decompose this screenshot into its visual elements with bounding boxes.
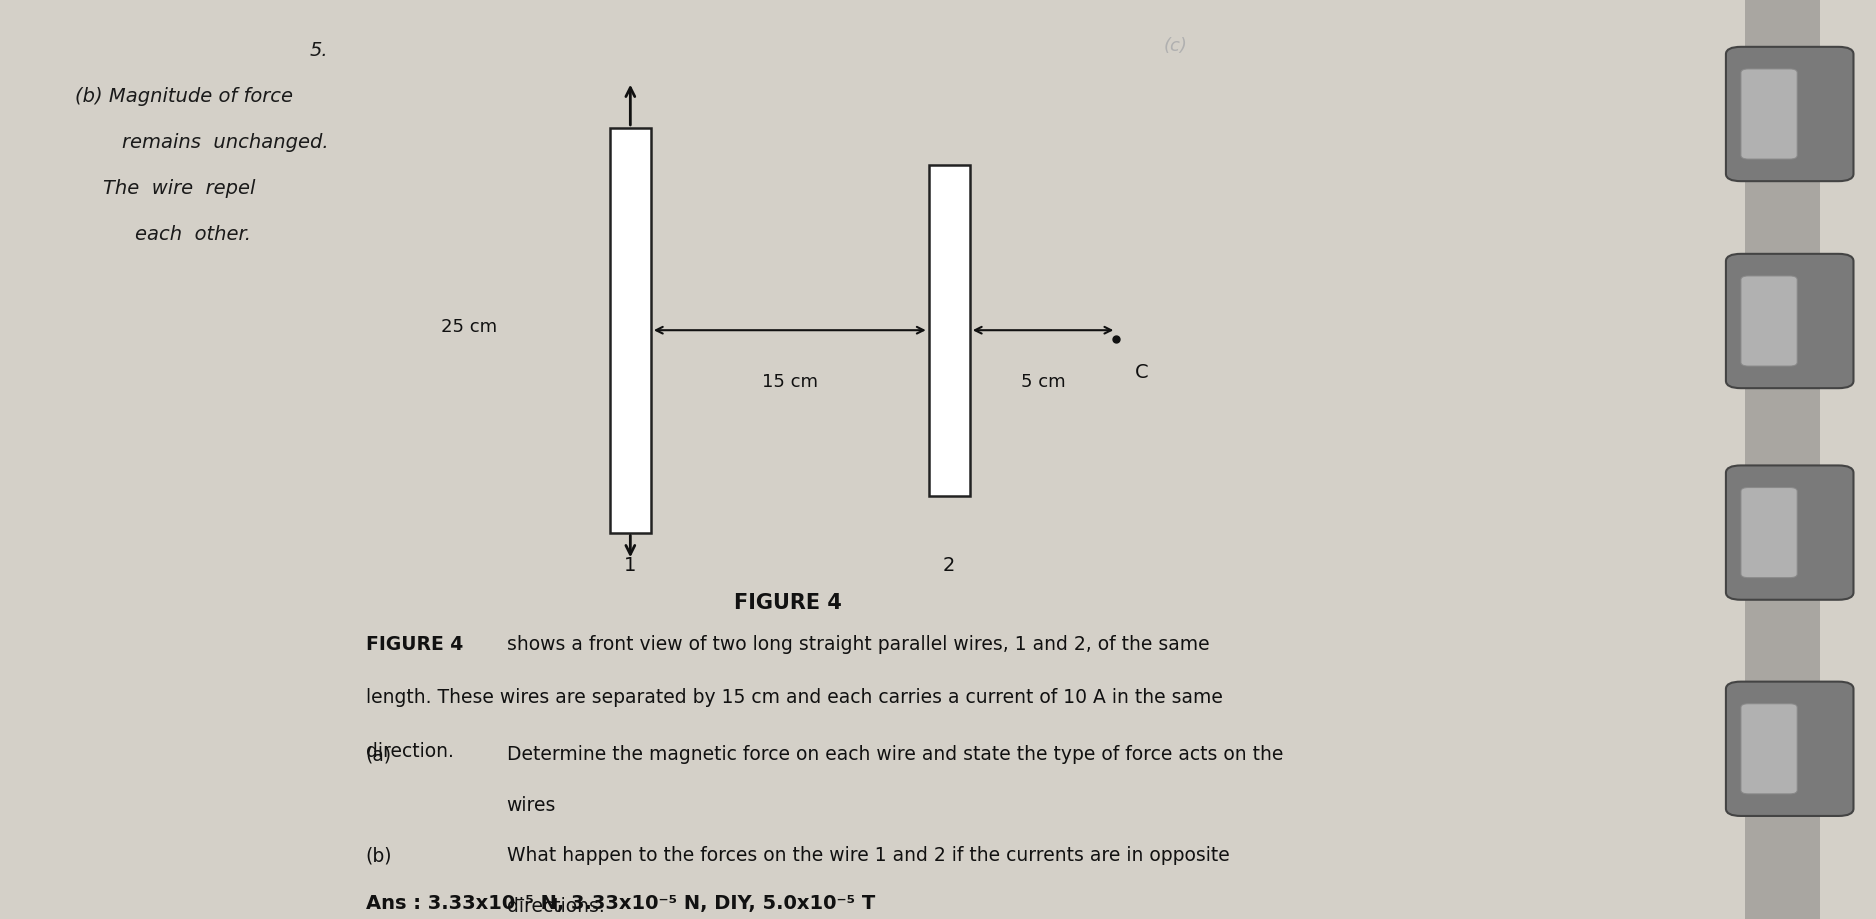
FancyBboxPatch shape bbox=[1726, 466, 1853, 600]
Text: Determine the magnetic force on each wire and state the type of force acts on th: Determine the magnetic force on each wir… bbox=[507, 744, 1283, 764]
Text: (b): (b) bbox=[366, 845, 392, 865]
Text: 15 cm: 15 cm bbox=[762, 372, 818, 391]
Text: 5.: 5. bbox=[310, 41, 328, 61]
Text: directions.: directions. bbox=[507, 896, 604, 915]
Text: C: C bbox=[1135, 363, 1148, 382]
Text: (a): (a) bbox=[366, 744, 392, 764]
Text: What happen to the forces on the wire 1 and 2 if the currents are in opposite: What happen to the forces on the wire 1 … bbox=[507, 845, 1229, 865]
Text: each  other.: each other. bbox=[135, 225, 251, 244]
FancyBboxPatch shape bbox=[1726, 682, 1853, 816]
FancyBboxPatch shape bbox=[1726, 255, 1853, 389]
Text: 1: 1 bbox=[625, 556, 636, 574]
Text: FIGURE 4: FIGURE 4 bbox=[366, 634, 463, 653]
Text: FIGURE 4: FIGURE 4 bbox=[734, 593, 842, 613]
Text: 25 cm: 25 cm bbox=[441, 317, 497, 335]
Text: remains  unchanged.: remains unchanged. bbox=[122, 133, 328, 153]
Text: (c): (c) bbox=[1163, 37, 1188, 55]
Bar bbox=[610, 129, 651, 533]
Text: Ans : 3.33x10⁻⁵ N, 3.33x10⁻⁵ N, DIY, 5.0x10⁻⁵ T: Ans : 3.33x10⁻⁵ N, 3.33x10⁻⁵ N, DIY, 5.0… bbox=[366, 893, 874, 913]
FancyBboxPatch shape bbox=[1741, 277, 1797, 367]
Text: shows a front view of two long straight parallel wires, 1 and 2, of the same: shows a front view of two long straight … bbox=[501, 634, 1210, 653]
FancyBboxPatch shape bbox=[1741, 488, 1797, 578]
Text: wires: wires bbox=[507, 795, 555, 814]
Text: (b) Magnitude of force: (b) Magnitude of force bbox=[75, 87, 293, 107]
FancyBboxPatch shape bbox=[1741, 704, 1797, 794]
Text: length. These wires are separated by 15 cm and each carries a current of 10 A in: length. These wires are separated by 15 … bbox=[366, 687, 1223, 707]
Text: direction.: direction. bbox=[366, 741, 454, 760]
FancyBboxPatch shape bbox=[1726, 48, 1853, 182]
Text: The  wire  repel: The wire repel bbox=[103, 179, 255, 199]
FancyBboxPatch shape bbox=[1741, 70, 1797, 160]
Bar bbox=[929, 165, 970, 496]
Text: 5 cm: 5 cm bbox=[1021, 372, 1066, 391]
Bar bbox=[1745, 0, 1820, 919]
Text: 2: 2 bbox=[944, 556, 955, 574]
